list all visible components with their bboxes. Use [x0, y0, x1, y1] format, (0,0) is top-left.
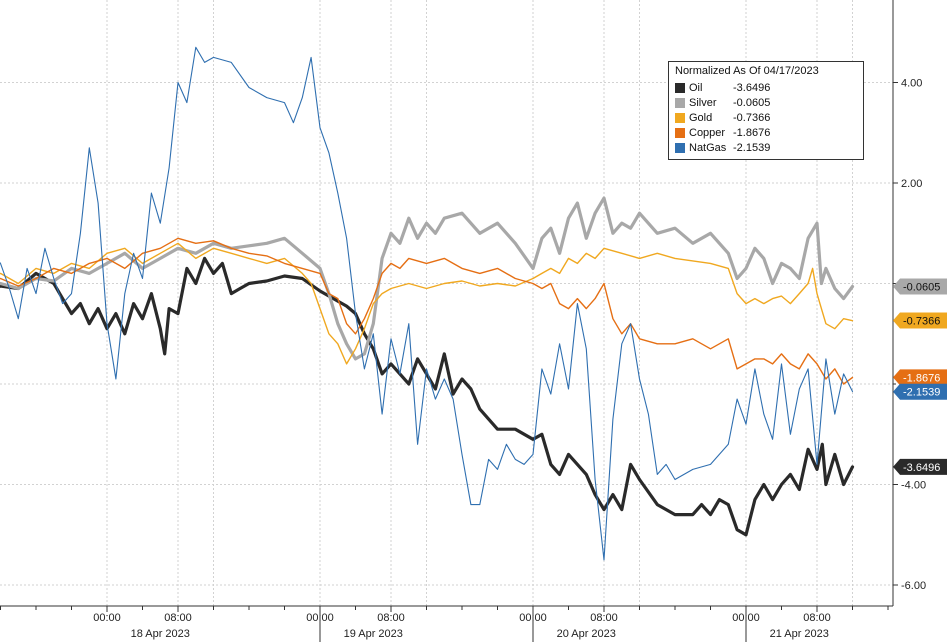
value-badge-label: -1.8676	[903, 372, 940, 384]
x-tick-label: 08:00	[377, 612, 405, 624]
value-badge-label: -0.7366	[903, 316, 940, 328]
badge-layer: -3.6496 -0.0605 -0.7366 -1.8676 -2.1539	[893, 278, 947, 475]
legend-series-value: -0.0605	[733, 96, 771, 109]
legend-swatch	[675, 142, 685, 153]
legend-series-value: -2.1539	[733, 141, 771, 154]
legend: Normalized As Of 04/17/2023 Oil -3.6496 Si…	[668, 61, 864, 160]
legend-swatch	[675, 82, 685, 93]
value-badge-bg	[893, 383, 947, 400]
x-tick-label: 08:00	[590, 612, 618, 624]
series-layer	[0, 46, 855, 561]
value-badge-silver: -0.0605	[893, 278, 947, 295]
legend-entry-silver: Silver -0.0605	[675, 95, 857, 110]
value-badge-oil: -3.6496	[893, 458, 947, 475]
legend-series-value: -0.7366	[733, 111, 771, 124]
series-line-silver	[0, 196, 855, 361]
legend-series-value: -1.8676	[733, 126, 771, 139]
y-tick-label: -4.00	[901, 480, 926, 492]
legend-swatch	[675, 127, 685, 138]
y-tick-label: 2.00	[901, 178, 922, 190]
series-line-oil	[0, 256, 855, 537]
value-badge-bg	[893, 312, 947, 329]
series-line-copper	[0, 237, 854, 385]
value-badge-bg	[893, 458, 947, 475]
x-day-label: 20 Apr 2023	[557, 628, 616, 640]
legend-entry-gold: Gold -0.7366	[675, 110, 857, 125]
legend-series-name: Copper	[689, 126, 726, 139]
value-badge-bg	[893, 369, 947, 386]
legend-rows: Oil -3.6496 Silver -0.0605 Gold -0.7366 Copper…	[675, 80, 857, 155]
y-tick-label: 4.00	[901, 78, 922, 90]
value-badge-label: -2.1539	[903, 387, 940, 399]
value-badge-label: -3.6496	[903, 462, 940, 474]
legend-swatch	[675, 112, 685, 123]
x-day-label: 19 Apr 2023	[344, 628, 403, 640]
value-badge-gold: -0.7366	[893, 312, 947, 329]
legend-series-name: NatGas	[689, 141, 727, 154]
x-tick-label: 00:00	[93, 612, 121, 624]
legend-series-name: Gold	[689, 111, 713, 124]
legend-entry-natgas: NatGas -2.1539	[675, 140, 857, 155]
legend-entry-copper: Copper -1.8676	[675, 125, 857, 140]
legend-series-name: Oil	[689, 81, 703, 94]
legend-title: Normalized As Of 04/17/2023	[675, 65, 819, 77]
value-badge-copper: -1.8676	[893, 369, 947, 386]
legend-entry-oil: Oil -3.6496	[675, 80, 857, 95]
value-badge-bg	[893, 278, 947, 295]
legend-series-value: -3.6496	[733, 81, 771, 94]
x-day-label: 18 Apr 2023	[131, 628, 190, 640]
x-tick-label: 08:00	[164, 612, 192, 624]
y-tick-label: -6.00	[901, 580, 926, 592]
series-line-gold	[0, 242, 854, 365]
value-badge-label: -0.0605	[903, 282, 940, 294]
value-badge-natgas: -2.1539	[893, 383, 947, 400]
series-line-natgas	[0, 46, 854, 561]
legend-swatch	[675, 97, 685, 108]
grid-layer	[0, 0, 893, 606]
x-day-label: 21 Apr 2023	[770, 628, 829, 640]
legend-series-name: Silver	[689, 96, 717, 109]
x-tick-label: 08:00	[803, 612, 831, 624]
